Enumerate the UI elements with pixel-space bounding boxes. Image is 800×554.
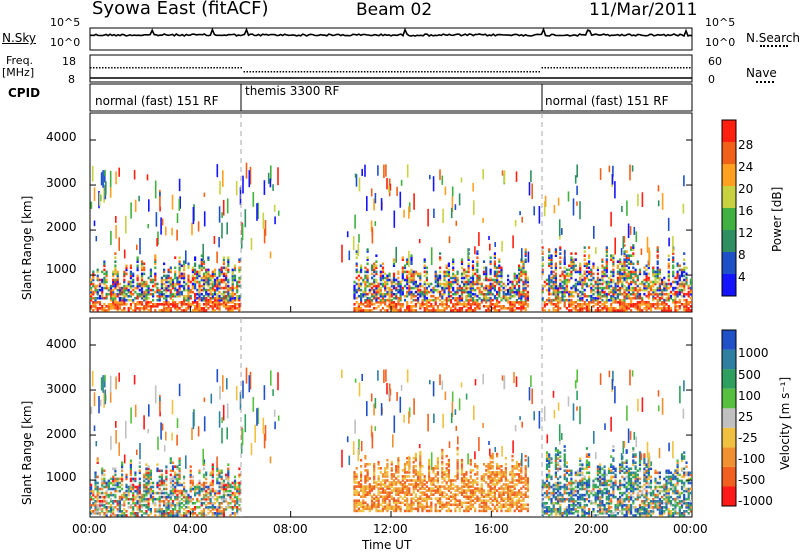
power-range-tick-1000: 1000 bbox=[46, 262, 77, 276]
power-tick-28: 28 bbox=[738, 138, 754, 152]
beam-title: Beam 02 bbox=[356, 0, 433, 20]
velocity-tick-500: 500 bbox=[738, 368, 761, 382]
nsearch-tick-top: 10^5 bbox=[705, 16, 736, 29]
velocity-panel bbox=[89, 317, 693, 518]
nsearch-label: N.Search bbox=[746, 31, 800, 45]
power-range-tick-2000: 2000 bbox=[46, 220, 77, 234]
time-tick-2: 08:00 bbox=[273, 522, 308, 536]
velocity-range-tick-4000: 4000 bbox=[46, 337, 77, 351]
power-panel bbox=[89, 112, 693, 313]
freq-label: Freq. bbox=[6, 54, 34, 67]
time-tick-6: 00:00 bbox=[673, 522, 708, 536]
power-tick-4: 4 bbox=[738, 270, 746, 284]
time-axis-label: Time UT bbox=[362, 538, 412, 552]
nave-label: Nave bbox=[746, 66, 777, 80]
velocity-tick-neg1000: -1000 bbox=[738, 494, 773, 508]
freq-tick-bottom: 8 bbox=[68, 73, 75, 86]
velocity-colorbar-label: Velocity [m s⁻¹] bbox=[778, 376, 792, 470]
power-tick-8: 8 bbox=[738, 248, 746, 262]
station-title: Syowa East (fitACF) bbox=[92, 0, 269, 19]
nsearch-tick-bottom: 10^0 bbox=[705, 36, 736, 49]
power-tick-24: 24 bbox=[738, 160, 754, 174]
velocity-range-tick-3000: 3000 bbox=[46, 382, 77, 396]
cpid-segment-3: normal (fast) 151 RF bbox=[545, 94, 669, 108]
power-tick-20: 20 bbox=[738, 182, 754, 196]
velocity-tick-25: 25 bbox=[738, 410, 754, 424]
cpid-label: CPID bbox=[8, 86, 41, 100]
velocity-range-tick-1000: 1000 bbox=[46, 470, 77, 484]
power-range-tick-4000: 4000 bbox=[46, 130, 77, 144]
velocity-range-axis-label: Slant Range [km] bbox=[20, 400, 34, 505]
cpid-strip bbox=[89, 83, 693, 112]
velocity-tick-1000: 1000 bbox=[738, 346, 769, 360]
velocity-tick-100: 100 bbox=[738, 389, 761, 403]
cpid-segment-1: normal (fast) 151 RF bbox=[95, 94, 219, 108]
freq-tick-top: 18 bbox=[62, 55, 76, 68]
nsky-strip bbox=[89, 26, 693, 51]
time-tick-4: 16:00 bbox=[474, 522, 509, 536]
freq-unit-label: [MHz] bbox=[2, 66, 35, 79]
freq-strip bbox=[89, 54, 693, 83]
power-tick-16: 16 bbox=[738, 204, 754, 218]
velocity-range-tick-2000: 2000 bbox=[46, 427, 77, 441]
time-tick-1: 04:00 bbox=[173, 522, 208, 536]
velocity-tick-neg25: -25 bbox=[738, 431, 758, 445]
time-tick-0: 00:00 bbox=[72, 522, 107, 536]
power-colorbar bbox=[721, 119, 737, 297]
velocity-tick-neg500: -500 bbox=[738, 473, 766, 487]
cpid-segment-2: themis 3300 RF bbox=[245, 84, 340, 98]
power-tick-12: 12 bbox=[738, 226, 754, 240]
velocity-colorbar bbox=[721, 329, 737, 507]
nsky-tick-top: 10^5 bbox=[50, 16, 81, 29]
nave-legend-dots bbox=[756, 81, 774, 83]
power-colorbar-label: Power [dB] bbox=[770, 186, 784, 252]
time-tick-3: 12:00 bbox=[373, 522, 408, 536]
nave-tick-top: 60 bbox=[708, 55, 722, 68]
nave-tick-bottom: 0 bbox=[708, 73, 715, 86]
time-tick-5: 20:00 bbox=[574, 522, 609, 536]
nsky-tick-bottom: 10^0 bbox=[50, 36, 81, 49]
power-range-tick-3000: 3000 bbox=[46, 176, 77, 190]
date-title: 11/Mar/2011 bbox=[589, 0, 698, 20]
velocity-tick-neg100: -100 bbox=[738, 452, 766, 466]
power-range-axis-label: Slant Range [km] bbox=[20, 195, 34, 300]
nsky-label: N.Sky bbox=[2, 31, 37, 45]
nsearch-legend-dots bbox=[760, 45, 788, 47]
